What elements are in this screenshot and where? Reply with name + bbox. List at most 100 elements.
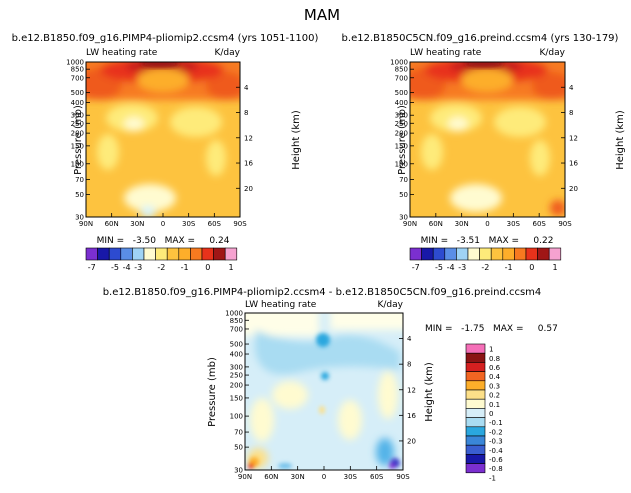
colorbar-swatch xyxy=(143,247,156,261)
colorbar-label: -3 xyxy=(458,263,466,272)
colorbar-label: -4 xyxy=(123,263,131,272)
x-tick-label: 60N xyxy=(429,220,443,228)
y-tick-label: 100 xyxy=(71,160,84,168)
min-max-stats: MIN = -3.50 MAX = 0.24 xyxy=(97,236,230,246)
x-tick-label: 30S xyxy=(344,473,358,481)
colorbar-swatch xyxy=(97,247,110,261)
colorbar-label: 0 xyxy=(489,410,493,418)
colorbar-label: 0.4 xyxy=(489,373,501,381)
y-tick-label: 150 xyxy=(395,142,408,150)
panel-units-label: K/day xyxy=(215,48,241,58)
x-tick-label: 60N xyxy=(264,473,278,481)
colorbar-swatch xyxy=(421,247,434,261)
panel-left-label: LW heating rate xyxy=(245,300,317,310)
height-tick-label: 20 xyxy=(244,185,253,193)
x-tick-label: 90N xyxy=(79,220,93,228)
axis-label-pressure: Pressure (mb) xyxy=(397,105,408,175)
figure-title: MAM xyxy=(304,6,340,24)
panel-units-label: K/day xyxy=(378,300,404,310)
colorbar-swatch xyxy=(465,362,486,372)
colorbar: -7 -5 -4 -3 -2 -1 0 1 xyxy=(85,247,238,272)
colorbar-swatch xyxy=(465,398,486,409)
y-tick-label: 700 xyxy=(71,74,84,82)
x-axis: 90N 60N 30N 0 30S 60S 90S xyxy=(79,213,247,228)
colorbar-label: 1 xyxy=(489,346,493,354)
x-tick-label: 0 xyxy=(161,220,165,228)
height-tick-label: 12 xyxy=(244,134,253,142)
panel-pliomip2: b.e12.B1850.f09_g16.PIMP4-pliomip2.ccsm4… xyxy=(12,33,319,272)
colorbar-swatch xyxy=(201,247,214,261)
y-tick-label: 200 xyxy=(230,382,243,390)
colorbar-label: -1 xyxy=(181,263,189,272)
colorbar-swatch xyxy=(465,389,486,400)
axis-label-pressure: Pressure (mb) xyxy=(73,105,84,175)
colorbar-swatch xyxy=(190,247,203,261)
panel-title: b.e12.B1850.f09_g16.PIMP4-pliomip2.ccsm4… xyxy=(103,287,542,298)
colorbar-swatch xyxy=(514,247,527,261)
min-max-stats: MIN = -3.51 MAX = 0.22 xyxy=(421,236,554,246)
y-tick-label: 30 xyxy=(399,214,408,222)
y-tick-label: 200 xyxy=(71,130,84,138)
colorbar-swatch xyxy=(465,426,486,437)
y-axis-right: 4 8 12 16 20 xyxy=(399,335,416,445)
y-tick-label: 250 xyxy=(230,372,243,380)
x-tick-label: 90S xyxy=(233,220,247,228)
colorbar-swatch xyxy=(465,444,486,455)
x-tick-label: 90N xyxy=(238,473,252,481)
colorbar-label: 1 xyxy=(552,263,557,272)
colorbar-swatch xyxy=(537,247,550,261)
axis-label-height: Height (km) xyxy=(615,110,626,170)
colorbar: 10.80.60.40.3 0.20.10-0.1-0.2 -0.3-0.4-0.6… xyxy=(465,343,503,482)
y-tick-label: 70 xyxy=(75,176,84,184)
x-tick-label: 30N xyxy=(455,220,469,228)
x-tick-label: 0 xyxy=(322,473,326,481)
height-tick-label: 12 xyxy=(569,134,578,142)
panel-preind: b.e12.B1850C5CN.f09_g16.preind.ccsm4 (yr… xyxy=(342,33,626,272)
colorbar-label: -4 xyxy=(447,263,455,272)
height-tick-label: 16 xyxy=(244,160,253,168)
colorbar-swatch xyxy=(85,247,98,261)
axis-label-height: Height (km) xyxy=(424,362,435,422)
y-tick-label: 1000 xyxy=(390,59,408,67)
colorbar-label: -1 xyxy=(505,263,513,272)
colorbar-label: -0.4 xyxy=(489,447,503,455)
y-tick-label: 50 xyxy=(399,191,408,199)
y-tick-label: 1000 xyxy=(66,59,84,67)
colorbar-label: 0.3 xyxy=(489,382,500,390)
height-tick-label: 4 xyxy=(569,84,574,92)
colorbar-swatch xyxy=(456,247,469,261)
y-tick-label: 500 xyxy=(71,89,84,97)
y-tick-label: 700 xyxy=(230,325,243,333)
y-tick-label: 150 xyxy=(71,142,84,150)
x-tick-label: 30N xyxy=(291,473,305,481)
y-tick-label: 70 xyxy=(399,176,408,184)
colorbar-swatch xyxy=(155,247,168,261)
y-tick-label: 850 xyxy=(395,66,408,74)
y-tick-label: 200 xyxy=(395,130,408,138)
panel-title: b.e12.B1850.f09_g16.PIMP4-pliomip2.ccsm4… xyxy=(12,33,319,44)
height-tick-label: 20 xyxy=(407,437,416,445)
colorbar-swatch xyxy=(490,247,504,261)
colorbar-swatch xyxy=(465,417,486,428)
height-tick-label: 8 xyxy=(244,109,248,117)
colorbar-label: 0.8 xyxy=(489,355,500,363)
colorbar-label: 0.2 xyxy=(489,392,500,400)
colorbar-swatch xyxy=(444,247,457,261)
contour-field xyxy=(86,62,240,217)
colorbar-label: -0.2 xyxy=(489,428,503,436)
y-tick-label: 150 xyxy=(230,394,243,402)
y-tick-label: 300 xyxy=(230,363,243,371)
y-tick-label: 700 xyxy=(395,74,408,82)
y-tick-label: 30 xyxy=(234,467,243,475)
colorbar-label: 0.1 xyxy=(489,401,500,409)
colorbar-swatch xyxy=(108,247,122,261)
x-tick-label: 30S xyxy=(182,220,196,228)
y-axis-right: 4 8 12 16 20 xyxy=(561,84,578,193)
colorbar-label: -0.8 xyxy=(489,465,503,473)
colorbar-swatch xyxy=(525,247,538,261)
colorbar-swatch xyxy=(213,247,226,261)
panel-units-label: K/day xyxy=(540,48,566,58)
x-tick-label: 0 xyxy=(485,220,489,228)
